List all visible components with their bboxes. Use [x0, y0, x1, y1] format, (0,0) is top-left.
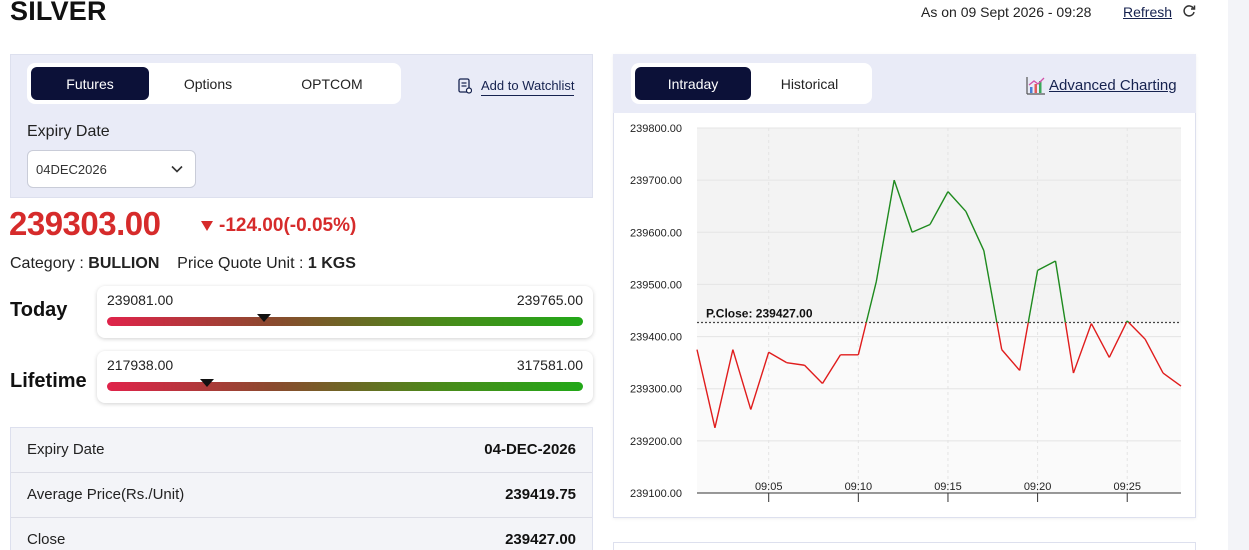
price-segment	[1037, 260, 1056, 271]
chart-period-tabs: Intraday Historical	[631, 63, 872, 104]
price-segment	[929, 191, 949, 225]
price-segment	[911, 223, 931, 233]
expiry-date-value: 04DEC2026	[36, 161, 107, 177]
tab-options[interactable]: Options	[183, 75, 233, 92]
table-row: Expiry Date 04-DEC-2026	[11, 428, 592, 473]
refresh-button[interactable]: Refresh	[1123, 4, 1173, 20]
price-segment	[1054, 260, 1067, 323]
lifetime-low: 217938.00	[107, 357, 174, 373]
price-segment	[1108, 322, 1128, 358]
y-tick-label: 239800.00	[630, 123, 682, 135]
tab-intraday[interactable]: Intraday	[635, 67, 751, 100]
price-segment	[965, 211, 985, 251]
chart-icon[interactable]	[1026, 76, 1046, 95]
price-segment	[983, 250, 998, 323]
price-segment	[865, 281, 877, 323]
detail-value: 239419.75	[505, 486, 576, 503]
price-segment	[786, 361, 805, 366]
y-tick-label: 239600.00	[630, 227, 682, 239]
price-segment	[1064, 322, 1075, 374]
x-tick-label: 09:10	[845, 481, 873, 493]
lifetime-marker-icon	[199, 379, 214, 387]
y-tick-label: 239200.00	[630, 436, 682, 448]
page-side-strip	[1228, 0, 1249, 550]
y-tick-label: 239700.00	[630, 175, 682, 187]
lifetime-range: 217938.00 317581.00	[97, 351, 593, 403]
category-label: Category :	[10, 255, 89, 272]
detail-key: Average Price(Rs./Unit)	[27, 486, 185, 503]
price-segment	[1018, 322, 1029, 371]
price-segment	[875, 180, 895, 282]
today-range-bar	[107, 317, 583, 326]
table-row: Average Price(Rs./Unit) 239419.75	[11, 473, 592, 518]
tab-optcom[interactable]: OPTCOM	[301, 75, 363, 92]
price-segment	[1128, 322, 1146, 340]
price-segment	[996, 322, 1003, 350]
chevron-down-icon	[171, 165, 183, 173]
page-title: SILVER	[10, 0, 107, 26]
detail-key: Expiry Date	[27, 441, 105, 458]
x-tick-label: 09:15	[934, 481, 962, 493]
price-segment	[714, 349, 734, 428]
down-arrow-icon	[201, 221, 213, 231]
category-value: BULLION	[88, 255, 160, 272]
tab-futures[interactable]: Futures	[31, 67, 149, 100]
detail-value: 04-DEC-2026	[484, 441, 576, 458]
price-change: -124.00(-0.05%)	[219, 215, 357, 236]
today-marker-icon	[257, 314, 272, 322]
category-line: Category : BULLION Price Quote Unit : 1 …	[10, 255, 356, 273]
price-segment	[1072, 323, 1093, 374]
contract-details-table: Expiry Date 04-DEC-2026 Average Price(Rs…	[10, 427, 593, 550]
quote-unit-label: Price Quote Unit :	[177, 255, 308, 272]
intraday-chart: 239800.00 239700.00 239600.00 239500.00 2394…	[630, 123, 1182, 502]
today-low: 239081.00	[107, 292, 174, 308]
prev-close-label: P.Close: 239427.00	[706, 306, 813, 320]
price-segment	[696, 349, 716, 428]
next-panel	[613, 542, 1196, 550]
table-row: Close 239427.00	[11, 518, 592, 550]
add-to-watchlist-link[interactable]: Add to Watchlist	[481, 78, 575, 96]
detail-key: Close	[27, 531, 66, 548]
detail-value: 239427.00	[505, 531, 576, 548]
y-tick-label: 239500.00	[630, 279, 682, 291]
refresh-icon[interactable]	[1181, 3, 1197, 19]
today-range: 239081.00 239765.00	[97, 286, 593, 338]
tab-historical[interactable]: Historical	[780, 75, 839, 92]
last-price: 239303.00	[9, 205, 161, 242]
advanced-charting-link[interactable]: Advanced Charting	[1049, 77, 1177, 94]
price-segment	[893, 179, 913, 233]
price-segment	[1090, 323, 1110, 358]
plot-area-upper	[697, 128, 1181, 323]
instrument-tabs: Futures Options OPTCOM	[27, 63, 401, 104]
price-segment	[732, 349, 752, 410]
price-segment	[857, 322, 867, 355]
lifetime-high: 317581.00	[516, 357, 583, 373]
y-tick-label: 239400.00	[630, 332, 682, 344]
price-segment	[1001, 349, 1021, 371]
price-segment	[1126, 320, 1130, 323]
price-segment	[768, 351, 787, 364]
lifetime-range-bar	[107, 382, 583, 391]
quote-unit-value: 1 KGS	[307, 255, 356, 272]
lifetime-range-label: Lifetime	[10, 370, 87, 392]
today-range-label: Today	[10, 299, 68, 321]
x-tick-label: 09:05	[755, 481, 783, 493]
y-tick-label: 239100.00	[630, 488, 682, 500]
price-segment	[750, 352, 770, 410]
price-segment	[1144, 338, 1164, 374]
price-segment	[947, 191, 967, 212]
expiry-date-label: Expiry Date	[27, 123, 110, 140]
price-segment	[1162, 372, 1182, 387]
x-tick-label: 09:20	[1024, 481, 1052, 493]
price-segment	[804, 364, 823, 384]
price-segment	[1027, 270, 1039, 323]
x-tick-label: 09:25	[1113, 481, 1141, 493]
watchlist-icon[interactable]	[458, 78, 472, 94]
today-high: 239765.00	[516, 292, 583, 308]
expiry-date-select[interactable]: 04DEC2026	[27, 150, 196, 188]
y-tick-label: 239300.00	[630, 384, 682, 396]
plot-area-lower	[697, 322, 1181, 493]
as-on-timestamp: As on 09 Sept 2026 - 09:28	[921, 4, 1092, 20]
price-segment	[821, 354, 842, 384]
